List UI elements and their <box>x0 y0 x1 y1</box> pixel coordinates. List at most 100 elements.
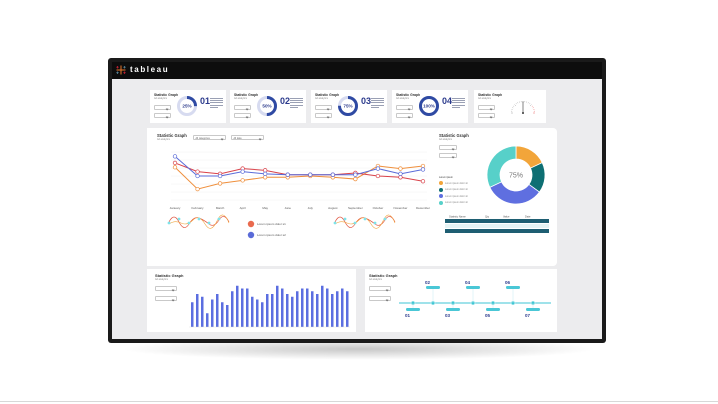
kpi-filter[interactable] <box>315 105 332 110</box>
kpi-filter[interactable] <box>234 113 251 118</box>
bar <box>231 291 234 327</box>
tableau-logo-icon <box>116 65 126 75</box>
donut-card-subtitle: Ad analytics <box>439 138 452 141</box>
timeline-filter-2[interactable] <box>369 296 391 301</box>
bar <box>251 296 254 327</box>
bar <box>316 294 319 327</box>
legend-label: Lorem ipsum dolor sit <box>445 201 468 204</box>
bar-chart-card: Statistic Graph Ad analytics <box>147 269 356 332</box>
series-line <box>174 162 424 182</box>
x-tick-label: December <box>416 206 430 210</box>
x-tick-label: September <box>348 206 363 210</box>
data-point <box>375 166 381 171</box>
kpi-number: 01 <box>200 96 211 106</box>
data-filter[interactable]: All data <box>231 135 264 140</box>
timeline-label: 04 <box>465 280 471 285</box>
kpi-filter[interactable] <box>234 105 251 110</box>
bar <box>246 288 249 327</box>
table-col-value: Value <box>503 215 510 219</box>
table-row <box>445 219 549 223</box>
bar-filter-1[interactable] <box>155 286 177 291</box>
bar <box>311 291 314 327</box>
legend-dot <box>439 187 443 192</box>
kpi-description <box>290 98 303 109</box>
series-line <box>174 155 424 177</box>
kpi-filter[interactable] <box>478 113 495 118</box>
timeline-pill <box>466 286 480 289</box>
donut-filter-1[interactable] <box>439 145 457 150</box>
data-point <box>353 172 358 177</box>
kpi-subtitle: Ad analytics <box>315 97 328 100</box>
kpi-title: Statistic Graph <box>478 93 503 97</box>
bar <box>261 302 264 327</box>
data-point <box>420 163 426 169</box>
bar <box>236 285 239 327</box>
data-point <box>217 173 223 179</box>
timeline-pill <box>446 308 460 311</box>
data-point <box>398 175 403 180</box>
legend-marker <box>247 231 255 239</box>
data-point <box>263 171 268 176</box>
legend-label: Lorem ipsum dolor s1 <box>257 222 286 226</box>
bar <box>241 288 244 327</box>
bar <box>286 294 289 327</box>
kpi-number: 03 <box>361 96 372 106</box>
x-tick-label: July <box>308 206 314 210</box>
kpi-value: 100% <box>423 104 435 109</box>
kpi-description <box>210 98 223 109</box>
donut-center-value: 75% <box>509 173 523 180</box>
kpi-filter[interactable] <box>396 105 413 110</box>
bar <box>336 291 339 327</box>
bar <box>341 288 344 327</box>
data-point <box>195 169 200 174</box>
bar <box>266 294 269 327</box>
kpi-card: Statistic Graph Ad analytics 50% 02 <box>230 90 306 123</box>
bar <box>271 294 274 327</box>
mini-wave-chart <box>333 214 396 229</box>
bar-filter-2[interactable] <box>155 296 177 301</box>
data-table: Statistic Name Qty Value Date <box>445 215 549 233</box>
x-tick-label: November <box>394 206 408 210</box>
data-point <box>195 173 200 179</box>
app-brand: tableau <box>130 65 170 74</box>
bar <box>346 291 349 327</box>
timeline-label: 03 <box>445 313 451 318</box>
data-point <box>308 172 313 177</box>
data-point <box>240 169 245 174</box>
line-card-subtitle: Ad analytics <box>157 138 170 141</box>
legend-dot <box>439 194 443 198</box>
kpi-filter[interactable] <box>478 105 495 110</box>
line-card-title: Statistic Graph <box>157 133 187 138</box>
monitor-frame: tableau Statistic Graph Ad analytics 25% 01… <box>108 58 606 343</box>
kpi-filter[interactable] <box>154 105 171 110</box>
bar <box>331 294 334 327</box>
bar <box>211 299 214 327</box>
data-point <box>172 160 178 166</box>
data-point <box>240 178 245 183</box>
kpi-filter[interactable] <box>396 113 413 118</box>
kpi-ring-chart: 75% <box>338 96 358 116</box>
legend-label: Lorem ipsum dolor sit <box>445 181 468 185</box>
donut-legend-title: Lorem ipsum <box>439 176 453 179</box>
bar <box>321 285 324 327</box>
category-filter[interactable]: All categories <box>193 135 226 140</box>
donut-filter-2[interactable] <box>439 153 457 158</box>
kpi-filter[interactable] <box>315 113 332 118</box>
kpi-card: Statistic Graph Ad analytics 75% 03 <box>311 90 387 123</box>
timeline-filter-1[interactable] <box>369 286 391 291</box>
bar <box>276 285 279 327</box>
data-point <box>263 168 268 173</box>
data-point <box>420 179 426 184</box>
kpi-filter[interactable] <box>154 113 171 118</box>
kpi-title: Statistic Graph <box>234 93 259 97</box>
kpi-card: Statistic Graph Ad analytics 100% 04 <box>392 90 468 123</box>
donut-card-title: Statistic Graph <box>439 133 469 138</box>
kpi-description <box>452 98 465 109</box>
x-tick-label: January <box>170 206 181 210</box>
bar <box>206 313 209 327</box>
x-tick-label: April <box>240 206 246 210</box>
kpi-title: Statistic Graph <box>315 93 340 97</box>
kpi-subtitle: Ad analytics <box>154 97 167 100</box>
kpi-value: 25% <box>182 104 191 109</box>
bar <box>306 288 309 327</box>
